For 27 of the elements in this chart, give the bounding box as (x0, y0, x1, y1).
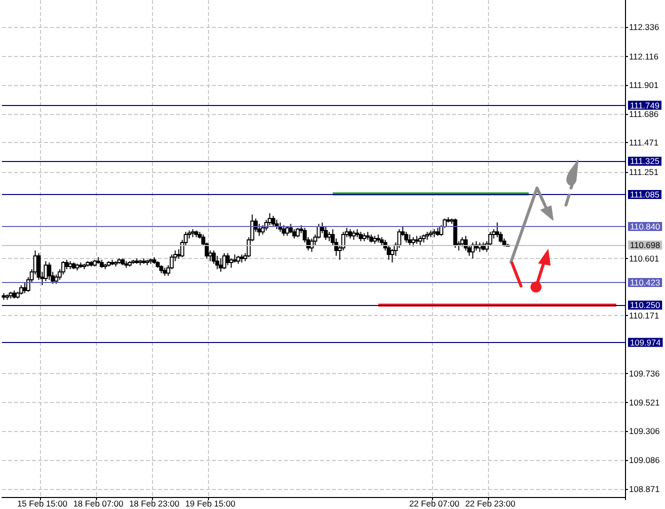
x-tick-label: 15 Feb 15:00 (17, 498, 68, 508)
ref-line-label: 110.698 (630, 240, 660, 250)
ref-line-label: 110.840 (630, 222, 660, 232)
ref-line-label: 111.749 (630, 100, 660, 110)
y-tick-label: 108.871 (629, 484, 660, 494)
ref-line-label: 111.325 (630, 156, 660, 166)
y-tick-label: 109.736 (629, 368, 660, 379)
ref-line-label: 111.085 (630, 190, 660, 200)
y-tick-label: 111.251 (629, 166, 659, 177)
y-tick-label: 109.306 (629, 426, 660, 436)
y-tick-label: 112.116 (629, 51, 659, 62)
y-tick-label: 112.336 (629, 22, 660, 32)
x-tick-label: 18 Feb 07:00 (73, 498, 124, 508)
ref-line-label: 110.250 (630, 300, 660, 310)
x-tick-label: 19 Feb 15:00 (185, 498, 236, 508)
x-tick-label: 22 Feb 07:00 (409, 498, 460, 508)
ref-line-label: 110.423 (630, 277, 660, 288)
x-tick-label: 22 Feb 23:00 (465, 498, 516, 508)
y-tick-label: 109.521 (629, 397, 660, 408)
y-tick-label: 110.601 (629, 253, 660, 264)
y-tick-label: 111.686 (629, 108, 659, 119)
y-tick-label: 111.471 (629, 137, 659, 148)
y-tick-label: 111.901 (629, 80, 659, 90)
y-tick-label: 110.171 (629, 310, 660, 321)
y-tick-label: 109.086 (629, 455, 660, 466)
x-tick-label: 18 Feb 23:00 (129, 498, 180, 508)
ref-line-label: 109.974 (630, 337, 661, 348)
